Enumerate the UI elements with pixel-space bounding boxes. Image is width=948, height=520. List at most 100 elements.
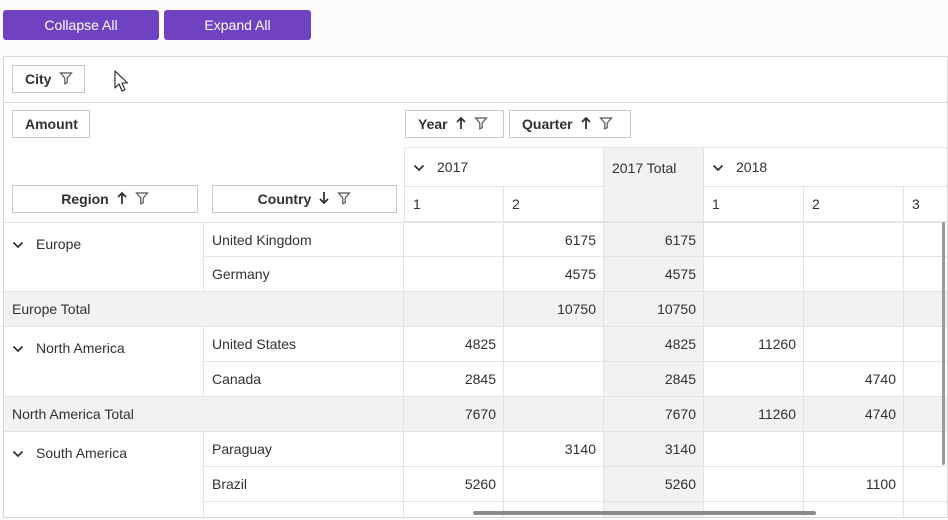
- value-cell: [504, 362, 604, 397]
- chevron-down-icon[interactable]: [413, 159, 429, 175]
- value-cell: [804, 257, 904, 292]
- total-cell: 2845: [604, 362, 704, 397]
- region-total-label: North America Total: [4, 397, 404, 432]
- chevron-down-icon[interactable]: [12, 236, 28, 252]
- value-cell: 6175: [504, 222, 604, 257]
- total-cell: 3140: [604, 432, 704, 467]
- year-2018-label: 2018: [736, 159, 768, 175]
- value-cell: [804, 432, 904, 467]
- value-cell: [804, 502, 904, 517]
- value-cell: 4825: [404, 327, 504, 362]
- value-cell: [704, 502, 804, 517]
- region-cell-south-america[interactable]: South America: [4, 432, 204, 517]
- value-cell: [704, 257, 804, 292]
- year-field-chip[interactable]: Year: [405, 110, 504, 138]
- filter-area: City: [4, 57, 947, 103]
- value-cell: 11260: [704, 327, 804, 362]
- region-label: Europe: [36, 236, 82, 252]
- value-cell: 2845: [404, 362, 504, 397]
- value-cell: [404, 257, 504, 292]
- total-cell: [704, 292, 804, 327]
- column-header-2018[interactable]: 2018: [704, 147, 947, 187]
- total-cell: [904, 397, 947, 432]
- quarter-label: 1: [712, 196, 720, 212]
- total-cell: [804, 292, 904, 327]
- region-field-chip[interactable]: Region: [12, 185, 198, 213]
- quarter-label: 1: [413, 196, 421, 212]
- value-cell: [904, 432, 947, 467]
- value-cell: [904, 362, 947, 397]
- value-cell: 4740: [804, 362, 904, 397]
- total-cell: 7670: [404, 397, 504, 432]
- chevron-down-icon[interactable]: [712, 159, 728, 175]
- vertical-scrollbar[interactable]: [942, 222, 945, 465]
- value-cell: 5260: [404, 467, 504, 502]
- quarter-field-label: Quarter: [522, 116, 573, 132]
- year-2017-total-label: 2017 Total: [612, 160, 677, 176]
- mouse-cursor-icon: [114, 70, 129, 95]
- column-header-2017-total: 2017 Total: [604, 147, 704, 222]
- filter-icon[interactable]: [337, 191, 352, 208]
- value-cell: [804, 222, 904, 257]
- region-cell-north-america[interactable]: North America: [4, 327, 204, 397]
- region-cell-europe[interactable]: Europe: [4, 222, 204, 292]
- country-field-chip[interactable]: Country: [212, 185, 397, 213]
- column-header-2018-q2: 2: [804, 187, 904, 222]
- country-cell: Canada: [204, 362, 404, 397]
- value-cell: [904, 222, 947, 257]
- arrow-down-icon[interactable]: [319, 191, 329, 208]
- filter-icon[interactable]: [598, 116, 613, 133]
- quarter-field-chip[interactable]: Quarter: [509, 110, 631, 138]
- arrow-up-icon[interactable]: [455, 116, 466, 133]
- value-cell: [404, 432, 504, 467]
- chevron-down-icon[interactable]: [12, 445, 28, 461]
- country-cell: [204, 502, 404, 517]
- column-header-2017[interactable]: 2017: [404, 147, 604, 187]
- total-cell: [404, 292, 504, 327]
- value-cell: [704, 362, 804, 397]
- quarter-label: 2: [812, 196, 820, 212]
- value-cell: [504, 467, 604, 502]
- value-cell: [504, 327, 604, 362]
- value-cell: [804, 327, 904, 362]
- region-total-label: Europe Total: [4, 292, 404, 327]
- value-cell: 3140: [504, 432, 604, 467]
- value-cell: [504, 502, 604, 517]
- value-cell: [904, 467, 947, 502]
- country-cell: Brazil: [204, 467, 404, 502]
- quarter-label: 3: [912, 196, 920, 212]
- value-cell: [704, 222, 804, 257]
- value-cell: [704, 432, 804, 467]
- expand-all-columns-button[interactable]: Expand All Columns: [164, 10, 311, 63]
- total-cell: 4825: [604, 327, 704, 362]
- total-cell: 10750: [604, 292, 704, 327]
- value-cell: 1100: [804, 467, 904, 502]
- filter-icon[interactable]: [59, 71, 74, 88]
- amount-field-label: Amount: [25, 116, 78, 132]
- arrow-up-icon[interactable]: [580, 116, 591, 133]
- column-header-2017-q1: 1: [404, 187, 504, 222]
- city-field-chip[interactable]: City: [12, 65, 85, 93]
- country-cell: Germany: [204, 257, 404, 292]
- region-field-label: Region: [61, 191, 109, 207]
- pivot-grid: City Amount Year Quarter Region: [3, 56, 948, 518]
- country-cell: United States: [204, 327, 404, 362]
- total-cell: 11260: [704, 397, 804, 432]
- amount-field-chip[interactable]: Amount: [12, 110, 90, 138]
- year-field-label: Year: [418, 116, 448, 132]
- total-cell: 7670: [604, 397, 704, 432]
- horizontal-scrollbar[interactable]: [473, 511, 816, 515]
- value-cell: [404, 502, 504, 517]
- chevron-down-icon[interactable]: [12, 340, 28, 356]
- city-field-label: City: [25, 71, 52, 87]
- arrow-up-icon[interactable]: [117, 191, 127, 208]
- value-cell: [904, 327, 947, 362]
- country-field-label: Country: [257, 191, 312, 207]
- total-cell: [504, 397, 604, 432]
- filter-icon[interactable]: [473, 116, 488, 133]
- filter-icon[interactable]: [134, 191, 149, 208]
- collapse-all-columns-button[interactable]: Collapse All Columns: [3, 10, 159, 63]
- total-cell: 4740: [804, 397, 904, 432]
- region-label: South America: [36, 445, 128, 461]
- total-cell: 5260: [604, 467, 704, 502]
